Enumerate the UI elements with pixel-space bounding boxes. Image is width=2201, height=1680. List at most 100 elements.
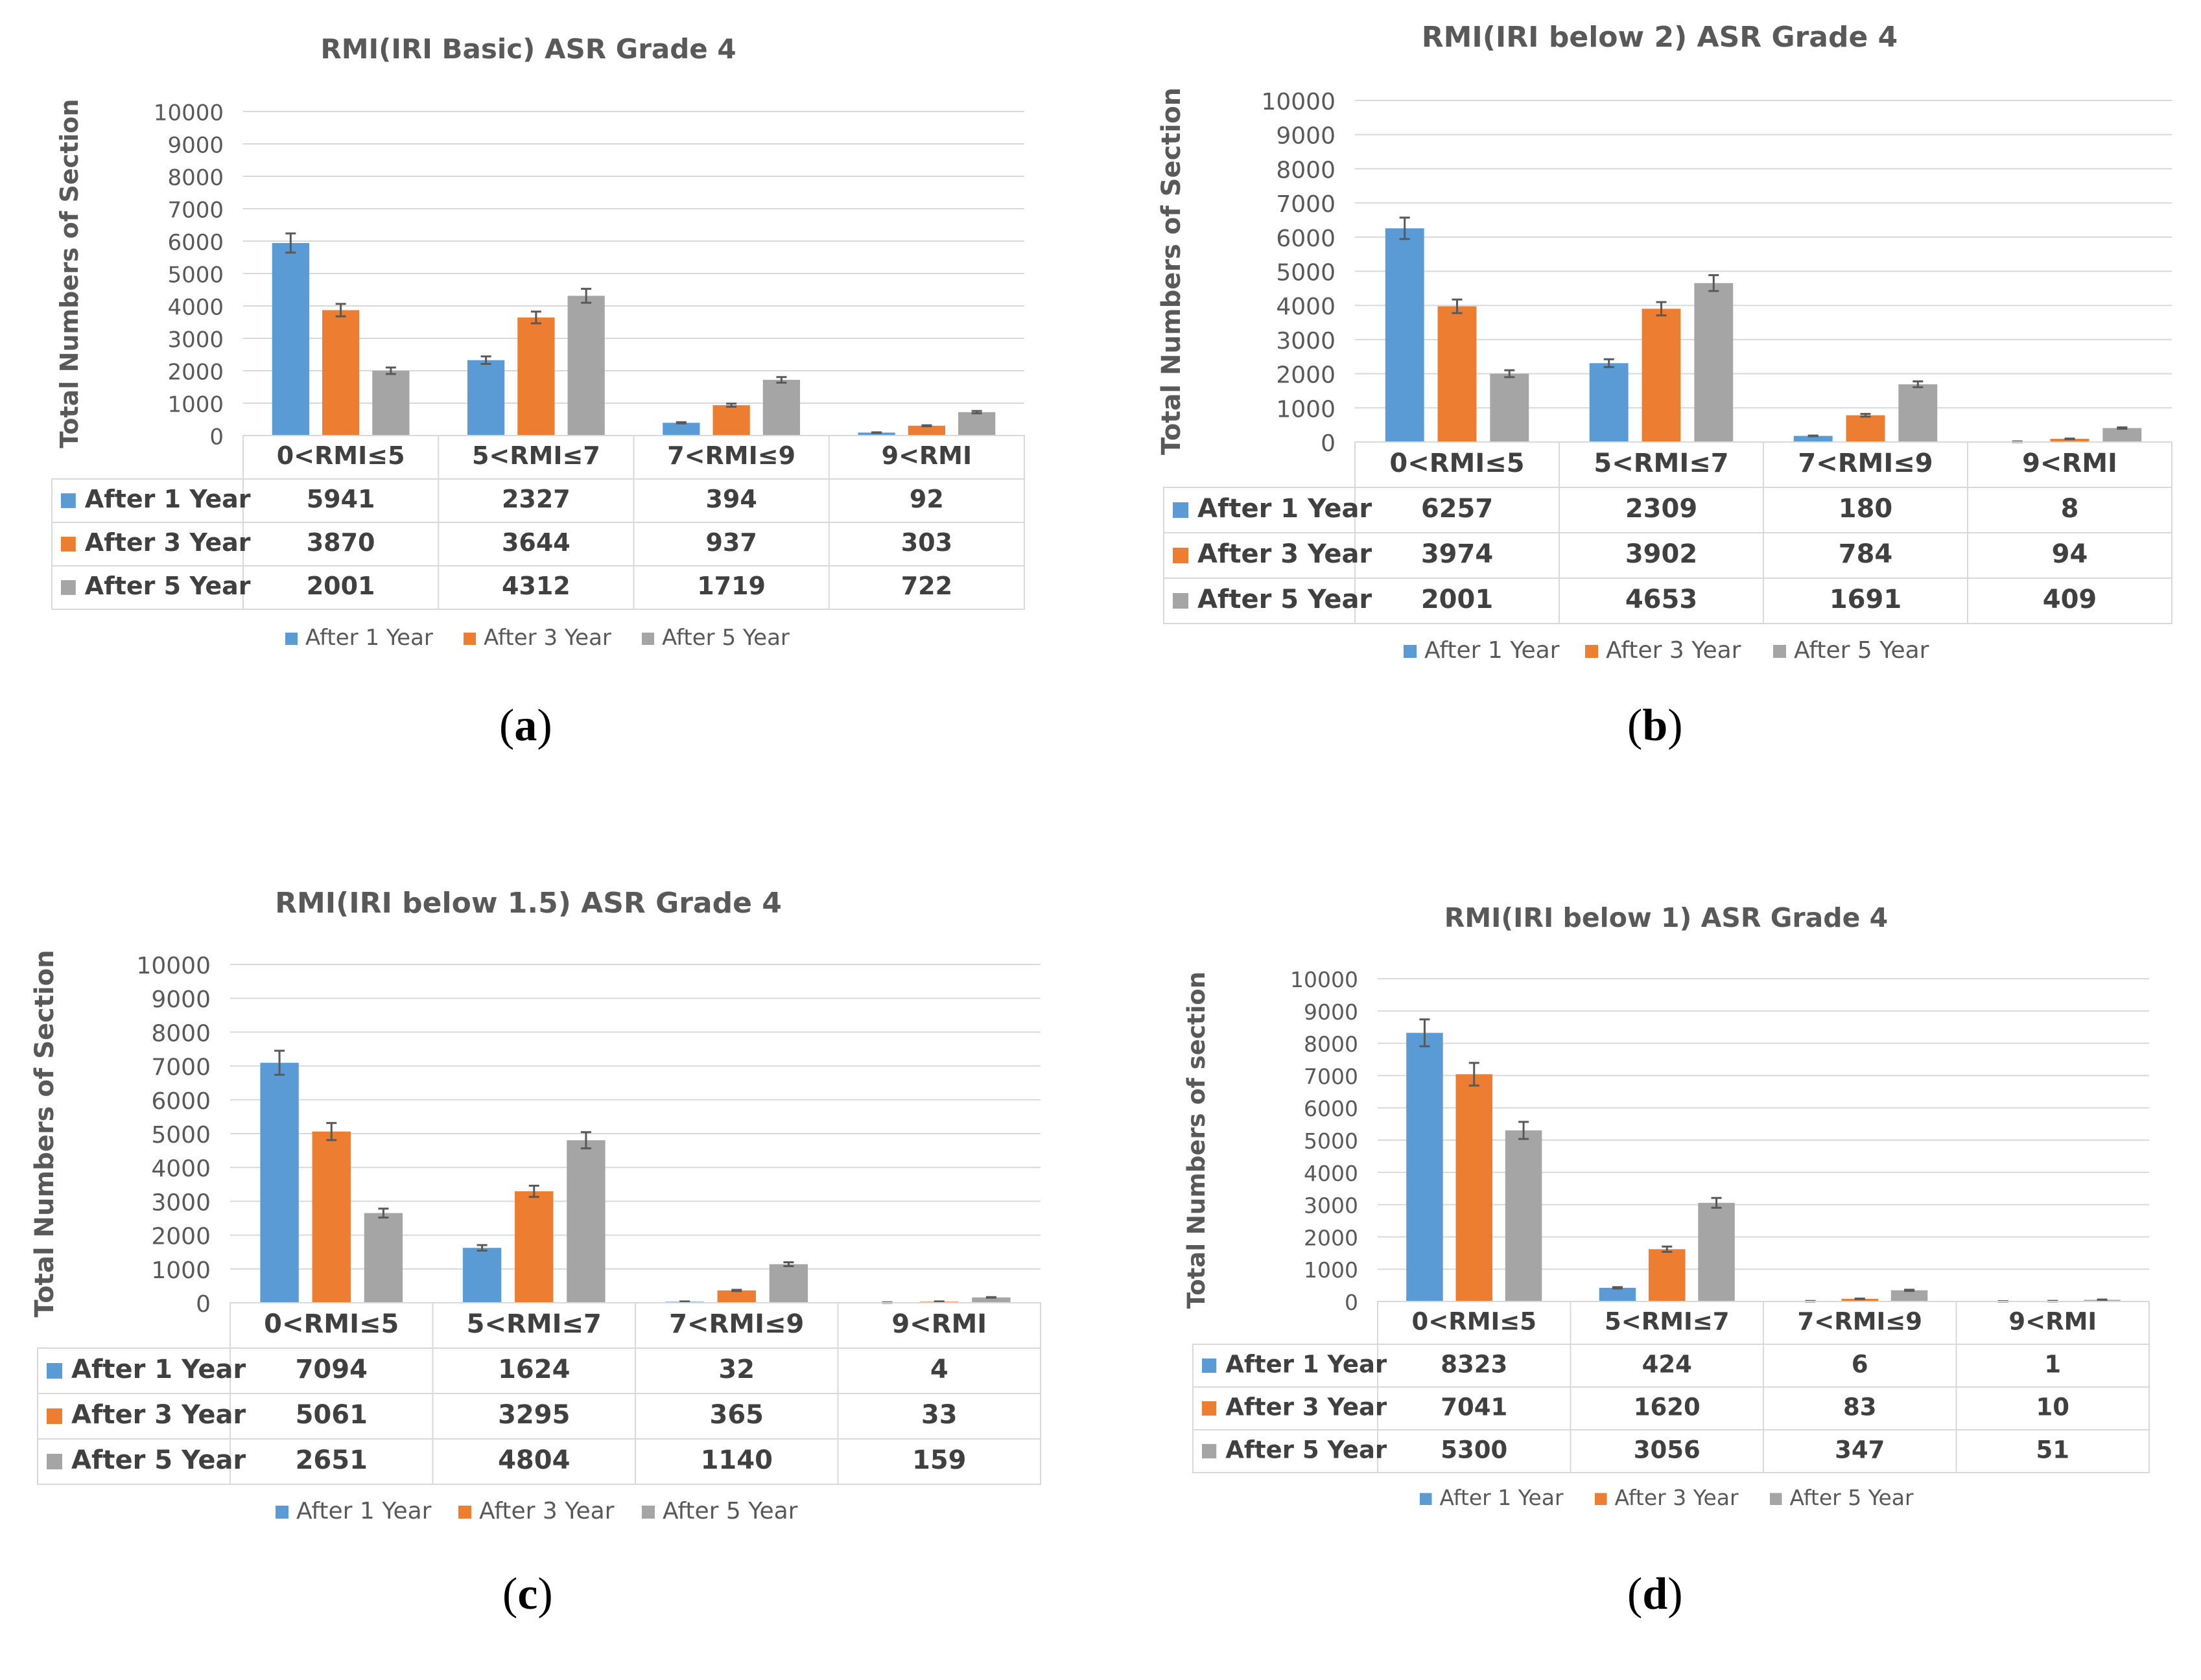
legend-swatch [642,633,654,645]
table-cell-value: 2001 [1421,585,1493,614]
error-bar [2117,426,2128,430]
error-bar [726,402,737,408]
error-bar [378,1208,389,1219]
table-cell-value: 2309 [1625,494,1697,524]
y-tick-label: 9000 [1276,123,1336,150]
bar [1490,373,1529,442]
table-cell-value: 10 [2036,1394,2070,1421]
category-label: 0<RMI≤5 [1389,449,1524,478]
legend-item: After 3 Year [464,625,611,651]
bar [364,1213,403,1303]
legend-item: After 5 Year [1770,1485,1914,1510]
y-tick-label: 5000 [167,262,224,288]
y-tick-label: 6000 [151,1088,211,1115]
error-bar [731,1289,742,1292]
y-tick-label: 5000 [1304,1128,1358,1154]
y-tick-label: 0 [1321,430,1336,457]
error-bar [676,421,687,425]
legend-key [1173,502,1188,518]
y-tick-label: 2000 [1276,362,1336,389]
table-cell-value: 5941 [307,485,375,513]
category-label: 7<RMI≤9 [1798,449,1933,478]
y-tick-label: 4000 [1304,1161,1358,1186]
row-series-label: After 1 Year [71,1355,246,1384]
legend-key [1202,1401,1217,1416]
bar [1793,436,1833,442]
y-tick-label: 9000 [167,132,224,158]
bar [1648,1249,1686,1301]
legend-key [47,1408,62,1424]
error-bar [921,424,932,428]
y-tick-label: 1000 [167,391,224,417]
y-tick-label: 6000 [1276,226,1336,252]
error-bar [1904,1289,1915,1292]
bar [462,1248,502,1303]
bar [517,317,555,436]
row-series-label: After 5 Year [1225,1436,1387,1464]
legend-swatch [464,633,476,645]
error-bar [274,1049,285,1076]
y-tick-label: 0 [1345,1290,1358,1315]
legend-item: After 3 Year [458,1498,615,1524]
legend-label: After 3 Year [484,625,611,651]
table-cell-value: 2327 [502,485,571,513]
table-cell-value: 1620 [1634,1394,1701,1421]
y-tick-label: 1000 [1304,1257,1358,1283]
table-cell-value: 3056 [1634,1436,1701,1464]
y-tick-label: 10000 [136,953,211,979]
error-bar [783,1261,794,1267]
legend-swatch [285,633,298,645]
y-tick-label: 8000 [1276,157,1336,183]
bar [972,1297,1011,1303]
caption-c: (c) [502,1569,553,1619]
table-cell-value: 394 [705,485,757,513]
table-cell-value: 937 [705,528,757,557]
legend-label: After 3 Year [479,1498,615,1524]
legend-label: After 3 Year [1615,1485,1739,1510]
bar [1898,384,1938,442]
row-series-label: After 5 Year [71,1445,246,1475]
y-tick-label: 7000 [1304,1064,1358,1089]
category-label: 0<RMI≤5 [277,441,405,470]
bar [762,380,801,436]
table-cell-value: 159 [912,1445,967,1475]
category-label: 7<RMI≤9 [669,1309,804,1339]
bar [1437,306,1477,442]
table-cell-value: 4 [930,1355,948,1384]
table-cell-value: 1140 [701,1445,773,1475]
bar [1505,1130,1542,1301]
table-cell-value: 6257 [1421,494,1493,524]
bar [1890,1290,1928,1301]
table-cell-value: 7041 [1441,1394,1507,1421]
error-bar [679,1300,690,1303]
legend-key [61,537,76,552]
error-bar [326,1122,337,1141]
legend-item: After 5 Year [642,625,790,651]
category-label: 0<RMI≤5 [264,1309,399,1339]
category-label: 7<RMI≤9 [667,441,795,470]
table-cell-value: 3974 [1421,539,1493,569]
legend-label: After 3 Year [1606,637,1741,664]
table-cell-value: 4312 [502,572,571,600]
bar [272,242,309,436]
error-bar [335,303,346,318]
bar [1385,228,1424,442]
table-cell-value: 424 [1642,1351,1692,1379]
table-cell-value: 2001 [307,572,375,600]
row-series-label: After 3 Year [1225,1394,1387,1421]
bar [663,423,700,436]
error-bar [1518,1121,1529,1140]
y-tick-label: 3000 [1304,1193,1358,1219]
bar [858,432,895,436]
error-bar [871,431,882,434]
bar [1589,363,1629,442]
category-label: 9<RMI [891,1309,987,1339]
y-tick-label: 9000 [1304,999,1358,1025]
error-bar [1468,1062,1479,1087]
legend-swatch [1773,645,1786,658]
row-series-label: After 1 Year [1225,1351,1387,1379]
category-label: 5<RMI≤7 [467,1309,602,1339]
bar [1846,415,1885,442]
bar [717,1290,756,1303]
